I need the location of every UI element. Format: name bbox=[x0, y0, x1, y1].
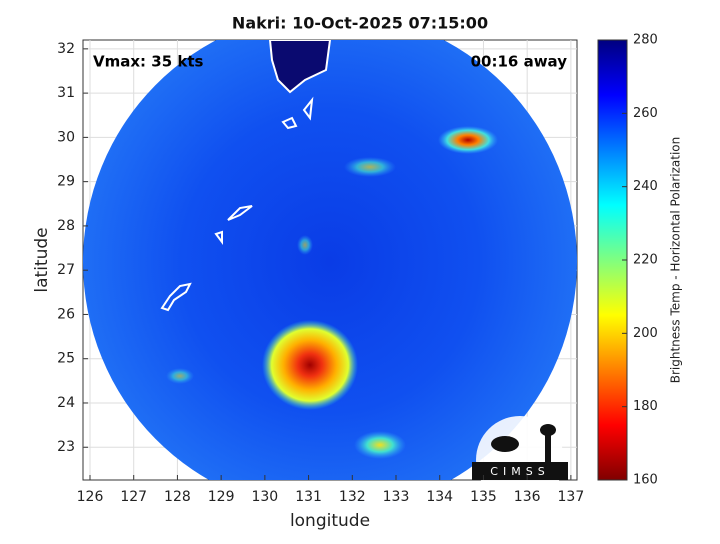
x-tick-label: 128 bbox=[164, 489, 191, 505]
y-tick-label: 23 bbox=[57, 439, 75, 455]
x-tick-label: 126 bbox=[77, 489, 104, 505]
y-tick-label: 28 bbox=[57, 218, 75, 234]
x-tick-label: 127 bbox=[120, 489, 147, 505]
y-tick-label: 24 bbox=[57, 395, 75, 411]
y-tick-label: 31 bbox=[57, 85, 75, 101]
storm-core bbox=[262, 320, 358, 410]
x-axis-label: longitude bbox=[290, 511, 370, 531]
coastline bbox=[268, 40, 332, 94]
y-tick-label: 32 bbox=[57, 41, 75, 57]
colorbar-tick-label: 260 bbox=[633, 106, 658, 121]
swath bbox=[83, 40, 577, 480]
x-tick-label: 134 bbox=[426, 489, 453, 505]
title: Nakri: 10-Oct-2025 07:15:00 bbox=[232, 14, 488, 33]
colorbar-tick-label: 180 bbox=[633, 399, 658, 414]
y-tick-label: 30 bbox=[57, 129, 75, 145]
x-tick-label: 135 bbox=[470, 489, 497, 505]
colorbar-tick-label: 220 bbox=[633, 253, 658, 268]
y-tick-label: 27 bbox=[57, 262, 75, 278]
convective-cell bbox=[438, 126, 498, 154]
convective-cell bbox=[354, 431, 406, 459]
coastline bbox=[281, 96, 314, 130]
x-tick-label: 130 bbox=[251, 489, 278, 505]
x-tick-label: 132 bbox=[339, 489, 366, 505]
convective-cell bbox=[297, 235, 313, 255]
annotation: Vmax: 35 kts bbox=[93, 53, 203, 71]
x-tick-label: 133 bbox=[383, 489, 410, 505]
x-tick-label: 136 bbox=[514, 489, 541, 505]
colorbar-tick-label: 200 bbox=[633, 326, 658, 341]
logo-text: CIMSS bbox=[490, 465, 549, 478]
convective-cell bbox=[344, 157, 396, 177]
y-tick-label: 26 bbox=[57, 306, 75, 322]
colorbar-tick-label: 280 bbox=[633, 33, 658, 48]
logo: CIMSS bbox=[472, 416, 568, 504]
colorbar-label: Brightness Temp - Horizontal Polarizatio… bbox=[669, 137, 683, 384]
convective-cell bbox=[166, 368, 194, 384]
annotation: 00:16 away bbox=[471, 53, 568, 71]
colorbar-tick-label: 240 bbox=[633, 179, 658, 194]
coastline bbox=[160, 282, 192, 312]
colorbar-tick-label: 160 bbox=[633, 473, 658, 488]
y-tick-label: 25 bbox=[57, 351, 75, 367]
coastline bbox=[214, 205, 253, 245]
x-tick-label: 131 bbox=[295, 489, 322, 505]
y-axis-label: latitude bbox=[32, 227, 52, 292]
y-tick-label: 29 bbox=[57, 174, 75, 190]
x-tick-label: 129 bbox=[208, 489, 235, 505]
x-tick-label: 137 bbox=[558, 489, 585, 505]
